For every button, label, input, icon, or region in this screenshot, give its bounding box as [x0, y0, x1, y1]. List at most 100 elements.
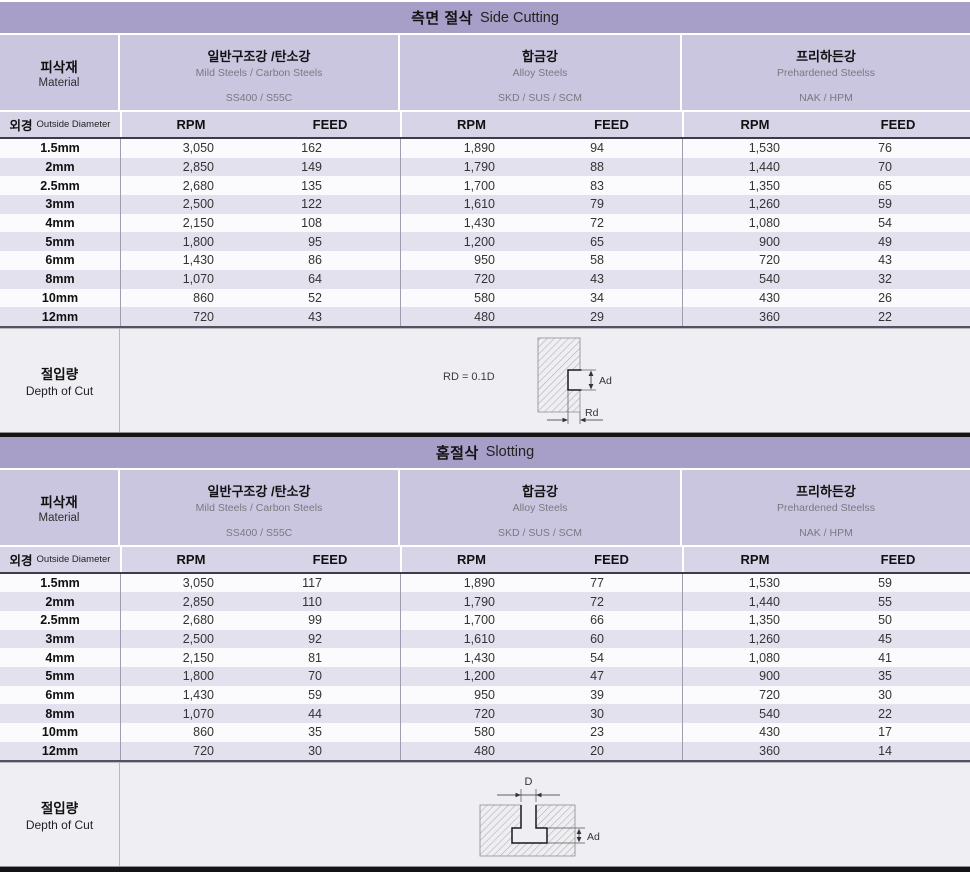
diameter-cell: 4mm	[45, 650, 75, 665]
rpm-cell: 1,610	[400, 195, 541, 214]
feed-cell: 59	[878, 197, 892, 212]
feed-cell: 77	[590, 575, 604, 590]
material-name-english: Prehardened Steelss	[776, 501, 876, 514]
ad-dimension-label: Ad	[599, 375, 612, 387]
diameter-cell: 1.5mm	[40, 575, 80, 590]
material-label-english: Material	[38, 511, 80, 524]
rpm-cell: 360	[682, 741, 826, 761]
feed-cell: 66	[590, 613, 604, 628]
material-cell-alloy-steels: 합금강 Alloy Steels SKD / SUS / SCM	[400, 469, 682, 545]
table-row: 4mm 2,150 81 1,430 54 1,080 41	[0, 648, 970, 667]
diameter-cell: 3mm	[45, 631, 75, 646]
side-cutting-title: 측면 절삭 Side Cutting	[0, 2, 970, 33]
title-korean: 측면 절삭	[411, 10, 473, 27]
material-cell-mild-steels: 일반구조강 /탄소강 Mild Steels / Carbon Steels S…	[120, 469, 400, 545]
diameter-label-korean: 외경	[9, 553, 33, 568]
rpm-cell: 1,080	[682, 213, 826, 233]
diameter-cell: 10mm	[41, 725, 79, 740]
feed-cell: 65	[878, 178, 892, 193]
depth-label-cell: 절입량 Depth of Cut	[0, 328, 120, 432]
rpm-cell: 540	[682, 269, 826, 289]
rpm-cell: 430	[682, 723, 826, 742]
table-row: 5mm 1,800 95 1,200 65 900 49	[0, 232, 970, 252]
rpm-cell: 720	[682, 251, 826, 270]
rd-dimension-label: Rd	[585, 407, 599, 419]
diameter-cell: 8mm	[45, 272, 75, 287]
feed-cell: 83	[590, 178, 604, 193]
feed-cell: 30	[590, 706, 604, 721]
title-english: Slotting	[485, 444, 535, 460]
feed-cell: 54	[878, 216, 892, 231]
feed-cell: 29	[590, 309, 604, 324]
feed-cell: 45	[878, 631, 892, 646]
rpm-header: RPM	[120, 112, 260, 137]
feed-cell: 50	[878, 613, 892, 628]
material-name-english: Mild Steels / Carbon Steels	[195, 67, 323, 79]
rpm-cell: 1,430	[400, 648, 541, 667]
ad-dimension-label: Ad	[587, 831, 600, 843]
table-row: 4mm 2,150 108 1,430 72 1,080 54	[0, 213, 970, 233]
material-label-korean: 피삭재	[40, 494, 78, 510]
depth-label-cell: 절입량 Depth of Cut	[0, 763, 120, 866]
feed-cell: 14	[878, 744, 892, 759]
feed-cell: 162	[301, 141, 322, 156]
material-name-english: Prehardened Steelss	[776, 67, 876, 79]
rpm-cell: 1,430	[120, 685, 260, 705]
rpm-cell: 1,350	[682, 176, 826, 196]
feed-cell: 35	[878, 669, 892, 684]
diameter-cell: 6mm	[45, 687, 75, 702]
rpm-cell: 1,200	[400, 666, 541, 686]
rpm-header: RPM	[682, 546, 826, 572]
feed-cell: 86	[308, 253, 322, 268]
data-rows: 1.5mm 3,050 162 1,890 94 1,530 76 2mm 2,850 149 1,…	[0, 139, 970, 328]
rpm-cell: 1,260	[682, 195, 826, 214]
depth-label-korean: 절입량	[40, 366, 79, 382]
outside-diameter-header: 외경 Outside Diameter	[0, 112, 120, 137]
feed-cell: 65	[590, 234, 604, 249]
feed-header: FEED	[312, 117, 348, 132]
table-row: 12mm 720 43 480 29 360 22	[0, 307, 970, 326]
depth-formula: RD = 0.1D	[443, 371, 495, 383]
feed-cell: 43	[878, 253, 892, 268]
material-name-english: Mild Steels / Carbon Steels	[195, 501, 323, 514]
rpm-cell: 1,350	[682, 610, 826, 630]
rpm-cell: 900	[682, 232, 826, 252]
material-cell-alloy-steels: 합금강 Alloy Steels SKD / SUS / SCM	[400, 35, 682, 110]
divider-band	[0, 431, 970, 437]
feed-cell: 30	[308, 744, 322, 759]
rpm-cell: 860	[120, 723, 260, 742]
rpm-cell: 2,850	[120, 157, 260, 177]
rpm-cell: 1,080	[682, 648, 826, 667]
feed-cell: 43	[590, 272, 604, 287]
slotting-title: 홈절삭 Slotting	[0, 436, 970, 468]
table-row: 2mm 2,850 149 1,790 88 1,440 70	[0, 157, 970, 177]
depth-label-english: Depth of Cut	[25, 818, 94, 833]
diameter-cell: 12mm	[41, 309, 79, 324]
feed-cell: 59	[308, 687, 322, 702]
material-cell-mild-steels: 일반구조강 /탄소강 Mild Steels / Carbon Steels S…	[120, 35, 400, 110]
rpm-cell: 1,530	[682, 139, 826, 158]
diameter-cell: 12mm	[41, 744, 79, 759]
material-name-korean: 합금강	[522, 49, 558, 64]
rpm-cell: 2,500	[120, 195, 260, 214]
feed-header: FEED	[880, 551, 916, 567]
rpm-cell: 1,200	[400, 232, 541, 252]
table-row: 6mm 1,430 59 950 39 720 30	[0, 685, 970, 705]
cut-face-outline	[511, 804, 548, 844]
feed-cell: 35	[308, 725, 322, 740]
rpm-cell: 2,680	[120, 610, 260, 630]
rpm-cell: 860	[120, 288, 260, 308]
diameter-cell: 6mm	[45, 253, 75, 268]
feed-cell: 72	[590, 594, 604, 609]
feed-cell: 55	[878, 594, 892, 609]
feed-cell: 60	[590, 631, 604, 646]
feed-cell: 70	[308, 669, 322, 684]
feed-cell: 17	[878, 725, 892, 740]
feed-cell: 26	[878, 290, 892, 305]
material-name-english: Alloy Steels	[512, 501, 568, 514]
rpm-header: RPM	[400, 112, 541, 137]
material-label-cell: 피삭재 Material	[0, 35, 120, 110]
rpm-cell: 950	[400, 251, 541, 270]
d-dimension-label: D	[525, 776, 533, 788]
title-korean: 홈절삭	[435, 444, 479, 462]
